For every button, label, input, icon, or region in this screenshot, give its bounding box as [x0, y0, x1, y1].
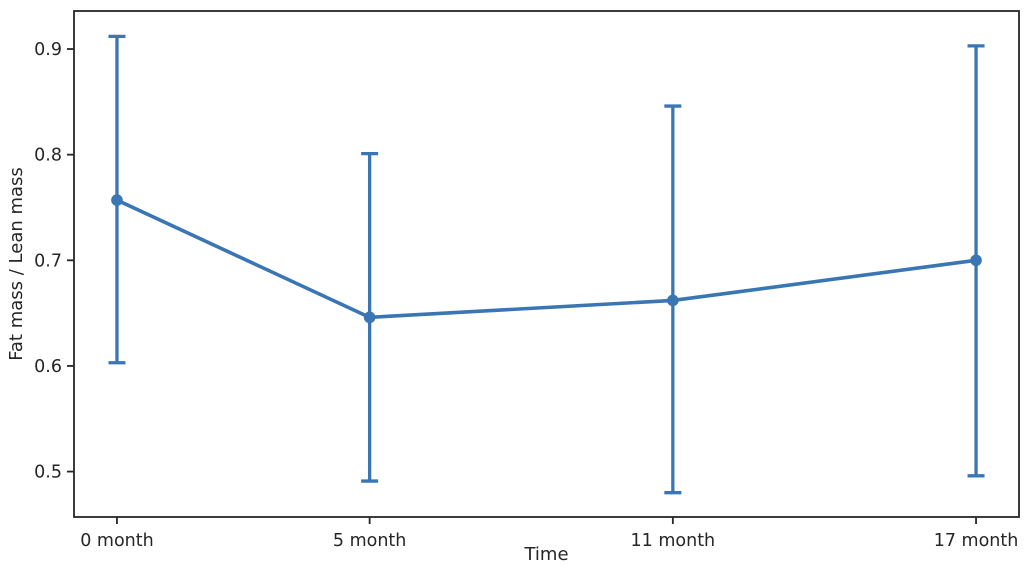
y-tick-label: 0.8 — [34, 146, 62, 166]
y-axis-label: Fat mass / Lean mass — [6, 167, 27, 361]
x-axis-label: Time — [523, 544, 568, 565]
x-tick-label: 17 month — [934, 531, 1019, 551]
x-tick-label: 0 month — [80, 531, 154, 551]
data-point-marker — [363, 311, 376, 324]
data-point-marker — [111, 194, 123, 206]
data-point-marker — [667, 294, 679, 307]
x-tick-label: 5 month — [333, 531, 407, 551]
data-series — [108, 34, 985, 495]
plot-area-spines — [73, 10, 1020, 518]
x-tick-label: 11 month — [631, 531, 716, 551]
y-tick-label: 0.9 — [34, 40, 62, 60]
y-tick-label: 0.6 — [34, 357, 62, 377]
y-tick-label: 0.5 — [34, 463, 62, 483]
data-point-marker — [970, 254, 982, 267]
x-axis: 0 month 5 month 11 month 17 month — [80, 517, 1018, 551]
y-axis: 0.5 0.6 0.7 0.8 0.9 — [34, 40, 74, 483]
data-line — [116, 198, 977, 320]
y-tick-label: 0.7 — [34, 251, 62, 271]
